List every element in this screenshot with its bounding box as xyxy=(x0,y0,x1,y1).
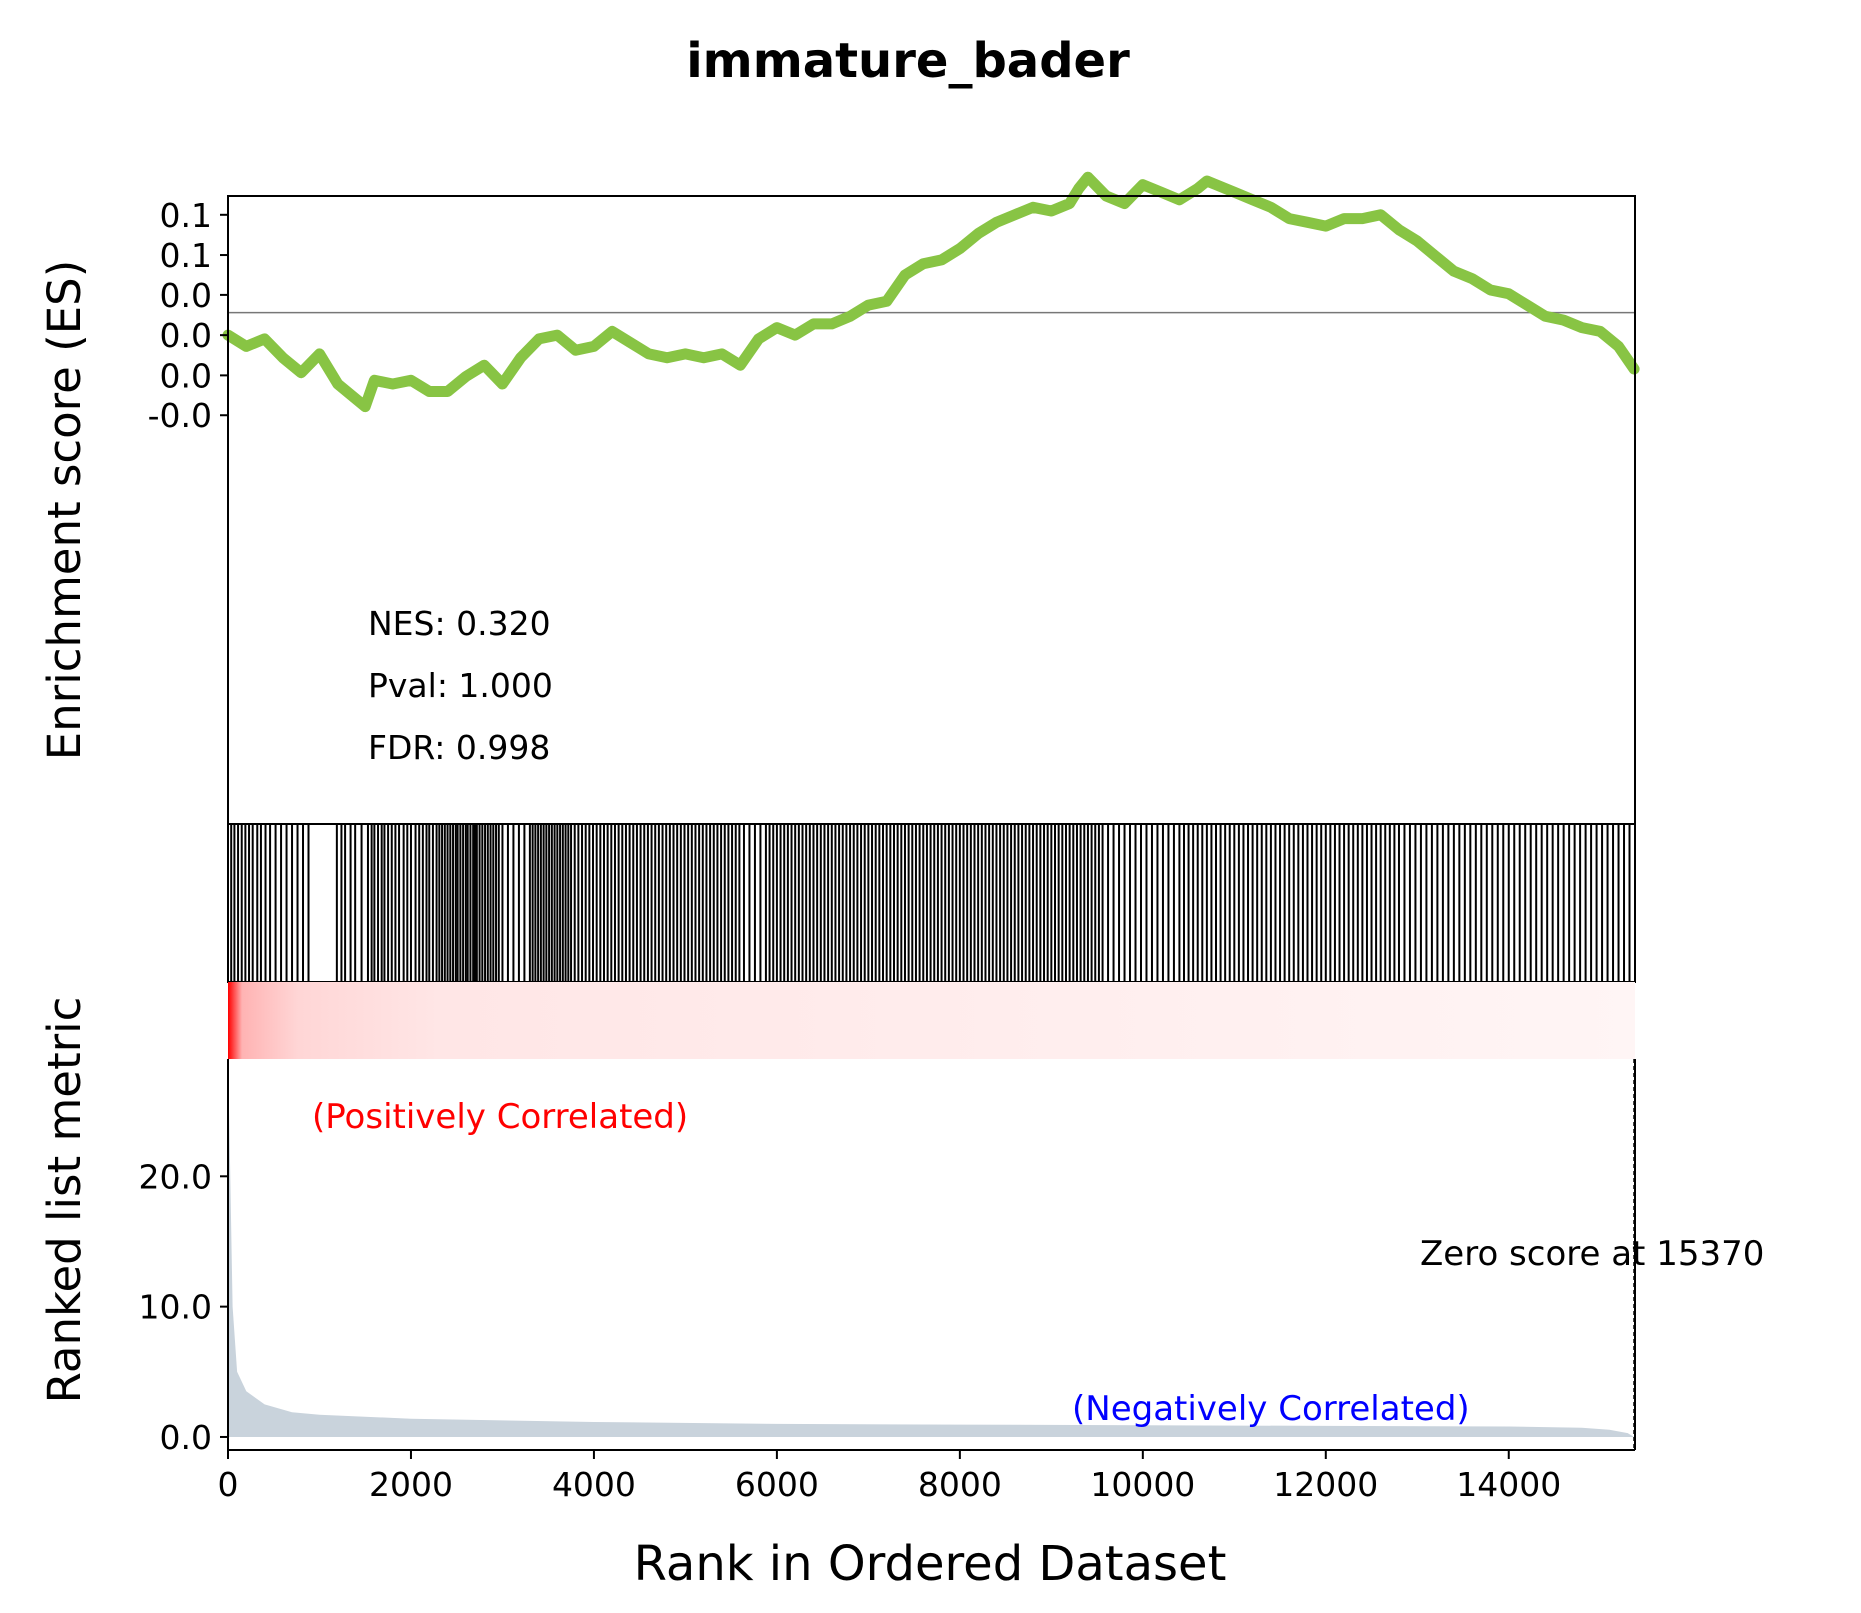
y-axis-label-metric: Ranked list metric xyxy=(38,997,91,1404)
metric-axis-ticks: 20.0 10.0 0.0 xyxy=(139,1157,228,1457)
es-curve xyxy=(222,171,1640,413)
hits-panel xyxy=(227,823,1636,983)
x-tick-label: 2000 xyxy=(369,1465,453,1504)
metric-panel: 20.0 10.0 0.0 0 2000 4000 6000 8000 10000 12000 1… xyxy=(139,1059,1764,1504)
hit-lines xyxy=(227,824,1631,982)
heatmap-bar xyxy=(228,982,1635,1059)
y-axis-label-es: Enrichment score (ES) xyxy=(38,260,91,761)
es-tick-label: -0.0 xyxy=(148,396,212,435)
x-axis-ticks: 0 2000 4000 6000 8000 10000 12000 14000 xyxy=(218,1450,1561,1504)
es-tick-label: 0.0 xyxy=(160,356,212,395)
fdr-label: FDR: 0.998 xyxy=(368,728,550,767)
nes-label: NES: 0.320 xyxy=(368,604,551,643)
x-tick-label: 6000 xyxy=(735,1465,819,1504)
metric-tick-label: 0.0 xyxy=(160,1418,212,1457)
x-tick-label: 4000 xyxy=(552,1465,636,1504)
es-tick-label: 0.0 xyxy=(160,276,212,315)
x-axis-label: Rank in Ordered Dataset xyxy=(634,1536,1227,1592)
x-tick-label: 0 xyxy=(218,1465,239,1504)
es-tick-label: 0.1 xyxy=(160,196,212,235)
chart-title: immature_bader xyxy=(686,33,1130,89)
x-tick-label: 14000 xyxy=(1456,1465,1561,1504)
es-tick-label: 0.0 xyxy=(160,316,212,355)
heatmap-panel xyxy=(228,982,1635,1059)
zero-score-label: Zero score at 15370 xyxy=(1420,1234,1764,1274)
x-tick-label: 12000 xyxy=(1273,1465,1378,1504)
positive-correlated-label: (Positively Correlated) xyxy=(312,1097,688,1137)
x-tick-label: 8000 xyxy=(918,1465,1002,1504)
es-tick-label: 0.1 xyxy=(160,236,212,275)
x-tick-label: 10000 xyxy=(1090,1465,1195,1504)
pval-label: Pval: 1.000 xyxy=(368,666,553,705)
negative-correlated-label: (Negatively Correlated) xyxy=(1072,1389,1470,1429)
es-axis-ticks: 0.10.10.00.00.0-0.0 xyxy=(148,196,228,435)
metric-tick-label: 20.0 xyxy=(139,1157,212,1196)
es-panel: 0.10.10.00.00.0-0.0 NES: 0.320 Pval: 1.0… xyxy=(148,171,1640,825)
metric-tick-label: 10.0 xyxy=(139,1288,212,1327)
